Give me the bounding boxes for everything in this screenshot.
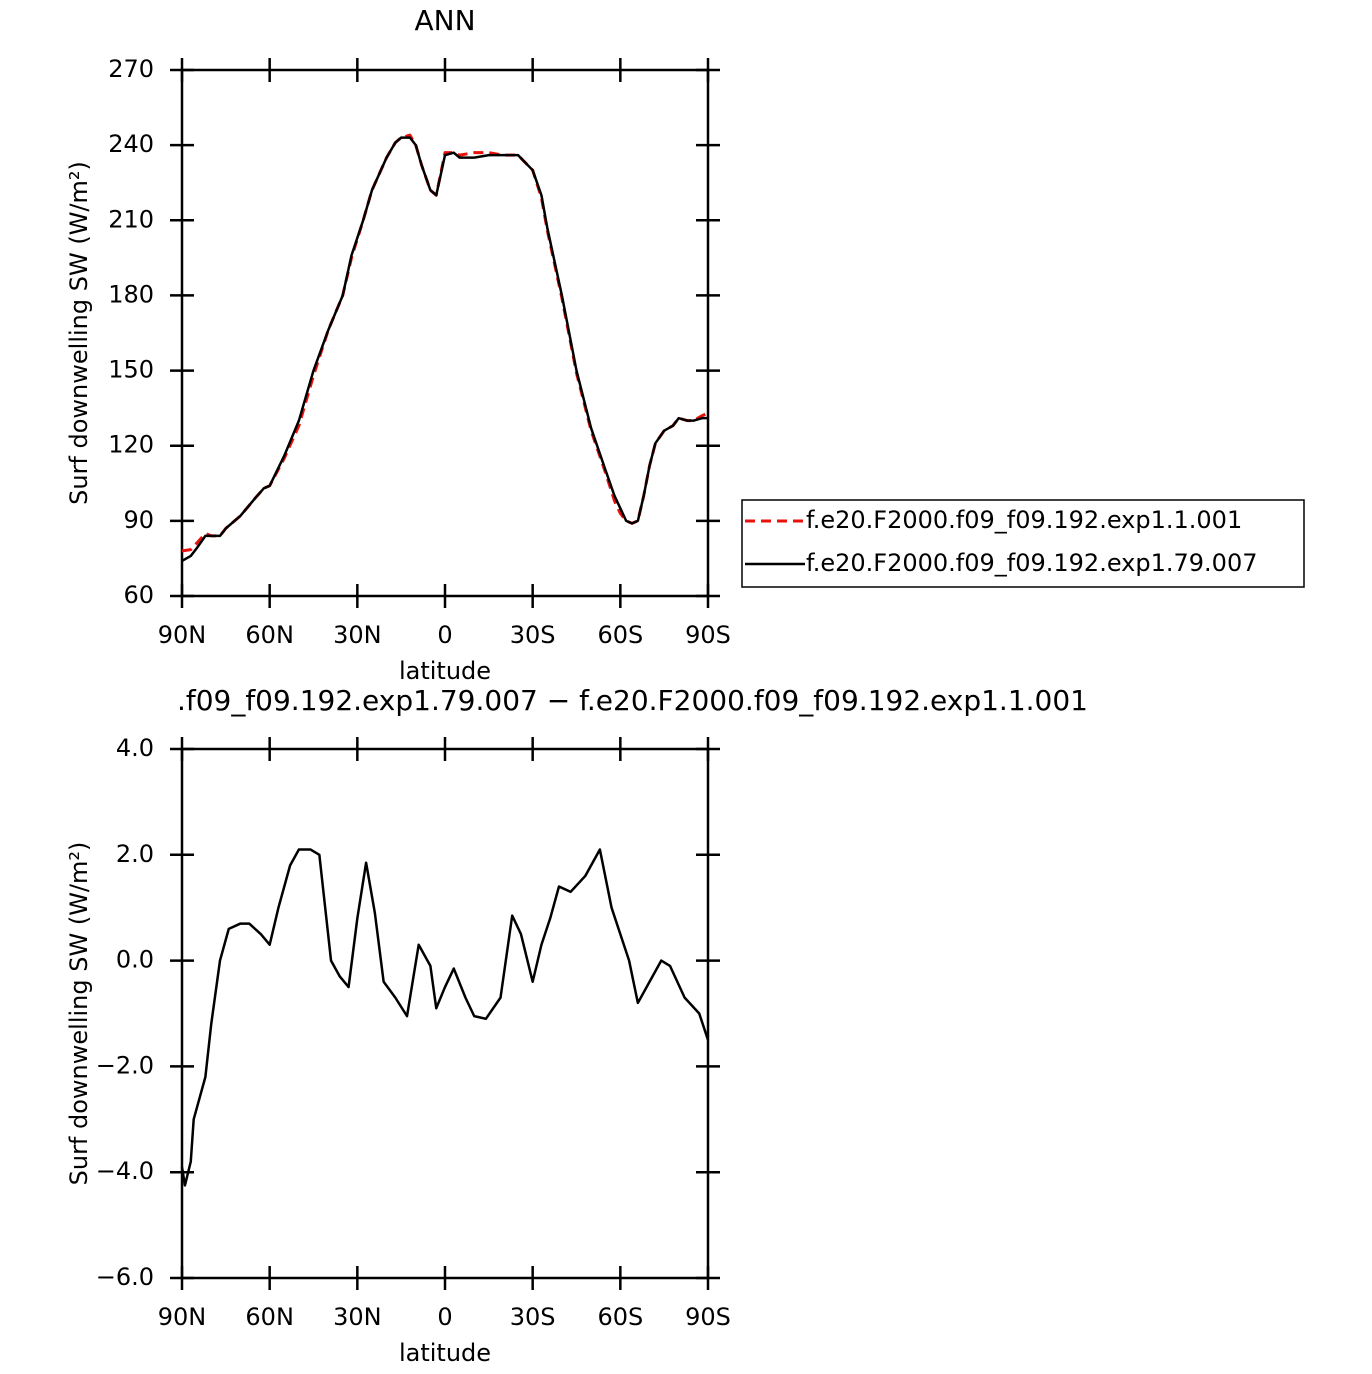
y-tick-label: 120 <box>108 431 154 459</box>
legend-box <box>741 499 1305 588</box>
x-tick-label: 90S <box>685 621 731 649</box>
y-tick-label: 180 <box>108 280 154 308</box>
y-tick-label: 90 <box>123 506 154 534</box>
x-tick-label: 60N <box>245 1303 294 1331</box>
data-line <box>181 133 709 553</box>
x-tick-label: 30S <box>510 1303 556 1331</box>
legend-label: f.e20.F2000.f09_f09.192.exp1.1.001 <box>806 506 1242 534</box>
data-line <box>180 848 710 1187</box>
x-tick-label: 30S <box>510 621 556 649</box>
x-tick-label: 30N <box>333 621 382 649</box>
y-tick-label: 240 <box>108 130 154 158</box>
y-tick-label: −2.0 <box>96 1051 154 1079</box>
data-line <box>181 136 708 563</box>
y-tick-label: −4.0 <box>96 1157 154 1185</box>
x-tick-label: 90N <box>158 1303 207 1331</box>
legend-label: f.e20.F2000.f09_f09.192.exp1.79.007 <box>806 549 1257 577</box>
y-tick-label: 60 <box>123 581 154 609</box>
x-tick-label: 0 <box>437 1303 452 1331</box>
y-tick-label: 4.0 <box>116 734 154 762</box>
y-tick-label: −6.0 <box>96 1263 154 1291</box>
x-axis-title: latitude <box>399 657 491 685</box>
x-tick-label: 60S <box>597 1303 643 1331</box>
plot-frame <box>180 68 710 598</box>
y-tick-label: 150 <box>108 356 154 384</box>
x-tick-label: 90S <box>685 1303 731 1331</box>
chart-title: .f09_f09.192.exp1.79.007 − f.e20.F2000.f… <box>177 684 1088 717</box>
x-tick-label: 30N <box>333 1303 382 1331</box>
y-tick-label: 270 <box>108 55 154 83</box>
x-tick-label: 0 <box>437 621 452 649</box>
plot-frame <box>180 747 710 1280</box>
x-tick-label: 60S <box>597 621 643 649</box>
y-axis-title: Surf downwelling SW (W/m²) <box>65 161 93 505</box>
x-tick-label: 90N <box>158 621 207 649</box>
y-tick-label: 210 <box>108 205 154 233</box>
y-axis-title: Surf downwelling SW (W/m²) <box>65 842 93 1186</box>
y-tick-label: 0.0 <box>116 946 154 974</box>
chart-title: ANN <box>414 4 475 37</box>
x-axis-title: latitude <box>399 1339 491 1367</box>
y-tick-label: 2.0 <box>116 840 154 868</box>
x-tick-label: 60N <box>245 621 294 649</box>
